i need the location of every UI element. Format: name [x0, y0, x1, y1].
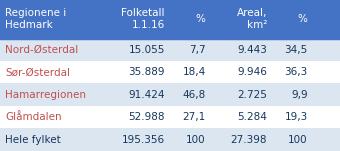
Bar [0, 61, 340, 84]
Text: 19,3: 19,3 [285, 112, 308, 122]
Bar [0, 39, 340, 61]
Text: 27.398: 27.398 [231, 135, 267, 145]
Text: 46,8: 46,8 [183, 90, 206, 100]
Text: Glåmdalen: Glåmdalen [5, 112, 62, 122]
Text: Hele fylket: Hele fylket [5, 135, 61, 145]
Text: 27,1: 27,1 [183, 112, 206, 122]
Text: Sør-Østerdal: Sør-Østerdal [5, 67, 70, 77]
Text: 195.356: 195.356 [122, 135, 165, 145]
Text: 100: 100 [186, 135, 206, 145]
Text: 9,9: 9,9 [291, 90, 308, 100]
Bar [0, 106, 340, 129]
Text: 91.424: 91.424 [129, 90, 165, 100]
Text: Nord-Østerdal: Nord-Østerdal [5, 45, 78, 55]
Text: 36,3: 36,3 [285, 67, 308, 77]
Text: Folketall
1.1.16: Folketall 1.1.16 [121, 8, 165, 30]
Bar [0, 0, 340, 39]
Bar [0, 129, 340, 151]
Text: 7,7: 7,7 [189, 45, 206, 55]
Text: Hamarregionen: Hamarregionen [5, 90, 86, 100]
Text: 52.988: 52.988 [129, 112, 165, 122]
Text: 15.055: 15.055 [129, 45, 165, 55]
Text: 100: 100 [288, 135, 308, 145]
Text: %: % [196, 14, 206, 24]
Text: 34,5: 34,5 [285, 45, 308, 55]
Text: Areal,
km²: Areal, km² [237, 8, 267, 30]
Text: %: % [298, 14, 308, 24]
Text: Regionene i
Hedmark: Regionene i Hedmark [5, 8, 66, 30]
Text: 9.946: 9.946 [237, 67, 267, 77]
Bar [0, 84, 340, 106]
Text: 5.284: 5.284 [237, 112, 267, 122]
Text: 2.725: 2.725 [237, 90, 267, 100]
Text: 18,4: 18,4 [183, 67, 206, 77]
Text: 9.443: 9.443 [237, 45, 267, 55]
Text: 35.889: 35.889 [129, 67, 165, 77]
